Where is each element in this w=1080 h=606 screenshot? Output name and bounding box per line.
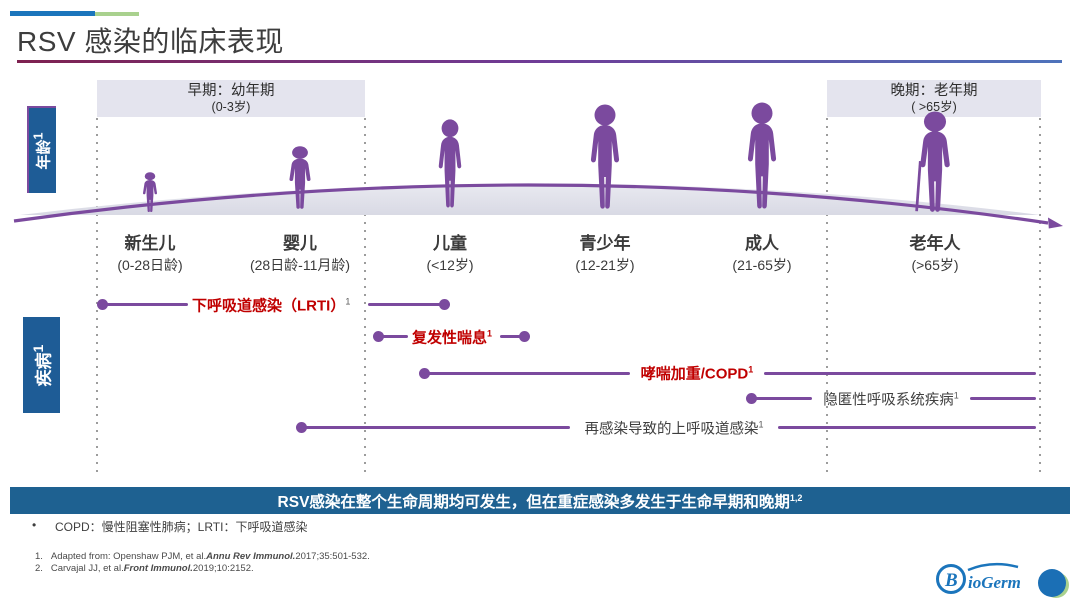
key-message-sup: 1,2 xyxy=(789,492,803,503)
copd-bar-label: 哮喘加重/COPD1 xyxy=(640,364,754,383)
wheeze-bar-label: 复发性喘息1 xyxy=(412,328,493,347)
lrti-bar-end-dot xyxy=(439,299,450,310)
stage-range-infant: (28日龄-11月龄) xyxy=(249,257,351,273)
top-accent-bar-blue xyxy=(10,11,95,16)
elderly-with-cane-silhouette-icon xyxy=(915,111,950,212)
lrti-bar-segment-right xyxy=(368,303,444,306)
logo-swoosh xyxy=(967,562,1019,572)
stage-range-elderly: (>65岁) xyxy=(911,257,959,273)
reinfection-bar-segment-right xyxy=(778,426,1036,429)
disease-axis-label-box: 疾病1 xyxy=(23,317,60,413)
logo-text: ioGerm xyxy=(968,573,1021,592)
infant-silhouette-icon xyxy=(289,146,311,209)
adolescent-silhouette-icon xyxy=(590,104,620,209)
top-accent-bar-green xyxy=(95,12,139,16)
child-silhouette-icon xyxy=(438,119,462,208)
biogerm-logo: B ioGerm xyxy=(930,558,1070,600)
stage-name-child: 儿童 xyxy=(433,234,467,253)
late-period-box: 晚期：老年期 ( >65岁) xyxy=(827,80,1041,117)
dotted-guide-line-4 xyxy=(1039,118,1041,472)
stage-range-newborn: (0-28日龄) xyxy=(117,257,183,273)
logo-letter: B xyxy=(944,570,958,591)
page-title: RSV 感染的临床表现 xyxy=(17,26,284,57)
lrti-bar-segment-left xyxy=(102,303,188,306)
dotted-guide-line-2 xyxy=(364,118,366,472)
age-axis-label-box: 年龄1 xyxy=(27,106,56,193)
stage-name-infant: 婴儿 xyxy=(283,234,317,253)
early-period-range: (0-3岁) xyxy=(211,100,251,114)
copd-bar-segment-left xyxy=(424,372,630,375)
occult-bar-segment-right xyxy=(970,397,1036,400)
late-period-label: 晚期：老年期 xyxy=(890,83,978,99)
occult-bar-label: 隐匿性呼吸系统疾病1 xyxy=(823,390,959,409)
title-underline xyxy=(17,60,1062,63)
stage-range-adolescent: (12-21岁) xyxy=(575,257,635,273)
curve-stroke xyxy=(13,183,1049,225)
reinfection-bar-segment-left xyxy=(301,426,570,429)
early-period-box: 早期：幼年期 (0-3岁) xyxy=(97,80,365,117)
stage-range-adult: (21-65岁) xyxy=(732,257,792,273)
newborn-silhouette-icon xyxy=(142,172,158,212)
stage-name-adolescent: 青少年 xyxy=(579,234,631,253)
wheeze-bar-segment-right xyxy=(500,335,524,338)
abbreviation-footnote-bullet: • xyxy=(32,518,37,532)
reference-2: 2. Carvajal JJ, et al.Front Immunol.2019… xyxy=(35,563,254,574)
dotted-guide-line-3 xyxy=(826,118,828,472)
stage-name-newborn: 新生儿 xyxy=(124,234,176,253)
stage-name-adult: 成人 xyxy=(745,234,779,253)
reinfection-bar-label: 再感染导致的上呼吸道感染1 xyxy=(584,419,764,438)
reference-1: 1. Adapted from: Openshaw PJM, et al.Ann… xyxy=(35,551,370,562)
key-message-banner: RSV感染在整个生命周期均可发生，但在重症感染多发生于生命早期和晚期 1,2 xyxy=(10,487,1070,514)
lrti-bar-label: 下呼吸道感染（LRTI）1 xyxy=(192,296,351,315)
logo-b-circle xyxy=(936,564,966,594)
curve-underfill xyxy=(20,183,1040,215)
key-message-text: RSV感染在整个生命周期均可发生，但在重症感染多发生于生命早期和晚期 xyxy=(277,493,790,511)
occult-bar-segment-left xyxy=(751,397,812,400)
adult-silhouette-icon xyxy=(747,102,777,209)
wheeze-bar-segment-left xyxy=(378,335,408,338)
stage-name-elderly: 老年人 xyxy=(909,234,961,253)
abbreviation-footnote: COPD：慢性阻塞性肺病；LRTI：下呼吸道感染 xyxy=(55,520,308,534)
late-period-range: ( >65岁) xyxy=(911,100,957,114)
logo-badge-blue xyxy=(1038,569,1066,597)
curve-arrowhead xyxy=(1048,217,1063,229)
wheeze-bar-end-dot xyxy=(519,331,530,342)
copd-bar-segment-right xyxy=(764,372,1036,375)
early-period-label: 早期：幼年期 xyxy=(187,83,275,99)
dotted-guide-line-1 xyxy=(96,118,98,472)
stage-range-child: (<12岁) xyxy=(426,257,474,273)
